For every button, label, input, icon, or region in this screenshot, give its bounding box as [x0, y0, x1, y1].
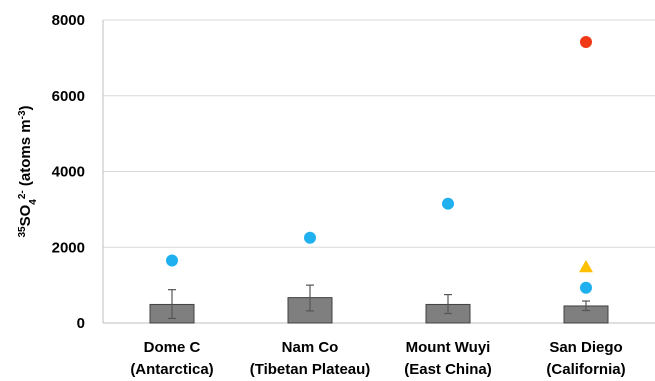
data-point-circle [580, 281, 592, 294]
data-point-circle [166, 254, 178, 267]
y-axis-title-part: ) [17, 105, 34, 110]
x-category-label: San Diego [549, 339, 622, 356]
data-point-triangle [579, 259, 593, 273]
x-category-label: (East China) [404, 361, 492, 378]
y-axis-title-part: SO [17, 204, 34, 226]
x-category-label: (Antarctica) [130, 361, 213, 378]
points [166, 35, 593, 294]
grid [103, 19, 655, 248]
x-category-label: Mount Wuyi [406, 339, 491, 356]
y-tick-label: 2000 [52, 239, 85, 256]
y-tick-label: 4000 [52, 164, 85, 181]
data-point-circle [304, 231, 316, 244]
y-axis-title-part: -3 [17, 110, 28, 119]
data-point-circle [580, 35, 592, 48]
y-tick-label: 8000 [52, 12, 85, 29]
y-tick-label: 0 [77, 315, 85, 332]
x-category-label: Dome C [144, 339, 201, 356]
x-category-label: Nam Co [282, 339, 339, 356]
y-axis-title: 35SO42- (atoms m-3) [17, 105, 39, 237]
bars [149, 284, 609, 324]
y-tick-label: 6000 [52, 88, 85, 105]
y-axis-title-part: (atoms m [17, 119, 34, 190]
axes [102, 20, 655, 324]
labels: 0 2000 4000 6000 8000 Dome C (Antarctica) Nam C… [17, 12, 626, 378]
y-axis-title-part: 4 [28, 199, 39, 205]
x-category-label: (California) [546, 361, 625, 378]
x-category-label: (Tibetan Plateau) [250, 361, 371, 378]
y-axis-title-part: 35 [17, 226, 28, 238]
data-point-circle [442, 197, 454, 210]
y-axis-title-part: 2- [17, 190, 28, 199]
